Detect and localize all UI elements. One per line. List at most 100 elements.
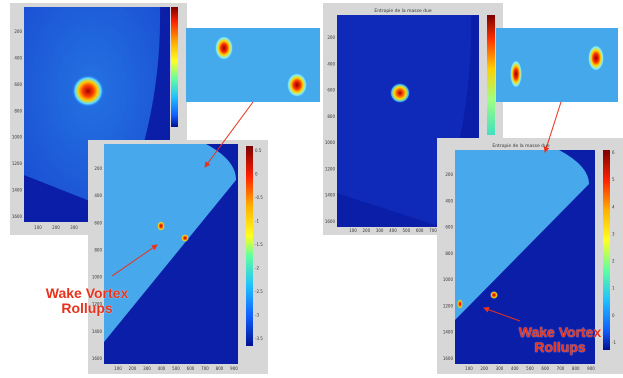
colorbar-tick-label: -1.5 [255, 242, 263, 247]
y-tick-label: 200 [445, 172, 453, 177]
y-tick-label: 800 [445, 251, 453, 256]
y-tick-label: 1000 [12, 135, 23, 140]
y-tick-label: 800 [94, 247, 102, 252]
colorbar-tick-label: 0 [612, 313, 615, 318]
x-tick-label: 800 [216, 366, 224, 371]
arrow-inset-right [543, 101, 562, 153]
x-tick-label: 300 [70, 225, 78, 230]
fig4-title: Entropie de la masse due [492, 143, 550, 149]
colorbar-tick-label: -3 [255, 313, 259, 318]
x-tick-label: 500 [403, 228, 411, 233]
y-tick-label: 400 [14, 55, 22, 60]
label-left-line2: Rollups [61, 300, 113, 316]
x-tick-label: 500 [172, 366, 180, 371]
y-tick-label: 600 [327, 88, 335, 93]
colorbar-tick-label: -3.5 [255, 336, 263, 341]
wake-vortex-label-left: Wake Vortex Rollups [32, 286, 142, 316]
x-tick-label: 600 [541, 366, 549, 371]
x-tick-label: 200 [52, 225, 60, 230]
colorbar-tick-label: -1 [612, 340, 616, 345]
x-tick-label: 700 [557, 366, 565, 371]
zoom-inset-top-right-canvas [496, 28, 618, 102]
radar-plot-bottom-left: 200 400 600 800 1000 1200 1400 1600 100 200 300 40… [88, 140, 268, 374]
x-tick-label: 900 [587, 366, 595, 371]
arrow-label-left [111, 244, 158, 277]
y-tick-label: 1600 [12, 214, 23, 219]
y-tick-label: 400 [327, 61, 335, 66]
y-tick-label: 1000 [92, 275, 103, 280]
x-tick-label: 300 [496, 366, 504, 371]
colorbar-tick-label: -1 [255, 219, 259, 224]
y-tick-label: 1200 [325, 166, 336, 171]
zoom-inset-top-left [186, 28, 320, 102]
zoom-inset-top-left-canvas [186, 28, 320, 102]
x-tick-label: 100 [34, 225, 42, 230]
y-tick-label: 1600 [325, 219, 336, 224]
y-tick-label: 1400 [92, 329, 103, 334]
y-tick-label: 400 [94, 193, 102, 198]
arrow-label-right [483, 306, 521, 322]
radar-plot-bottom-left-canvas: 200 400 600 800 1000 1200 1400 1600 100 200 300 40… [88, 140, 268, 374]
wake-vortex-label-right: Wake Vortex Rollups [505, 325, 615, 355]
y-tick-label: 1200 [12, 161, 23, 166]
y-tick-label: 800 [14, 108, 22, 113]
y-tick-label: 800 [327, 114, 335, 119]
x-tick-label: 600 [187, 366, 195, 371]
colorbar-tick-label: -2 [255, 266, 259, 271]
x-tick-label: 400 [389, 228, 397, 233]
label-right-line1: Wake Vortex [518, 324, 602, 340]
y-tick-label: 1400 [12, 188, 23, 193]
x-tick-label: 300 [143, 366, 151, 371]
y-tick-label: 600 [94, 220, 102, 225]
x-tick-label: 300 [376, 228, 384, 233]
y-tick-label: 1600 [92, 356, 103, 361]
x-tick-label: 700 [429, 228, 437, 233]
y-tick-label: 600 [445, 225, 453, 230]
zoom-inset-top-right [496, 28, 618, 102]
y-tick-label: 1000 [325, 140, 336, 145]
y-tick-label: 400 [445, 198, 453, 203]
y-tick-label: 600 [14, 82, 22, 87]
y-tick-label: 1600 [443, 356, 454, 361]
x-tick-label: 800 [572, 366, 580, 371]
x-tick-label: 400 [511, 366, 519, 371]
x-tick-label: 200 [129, 366, 137, 371]
x-tick-label: 600 [416, 228, 424, 233]
x-tick-label: 500 [526, 366, 534, 371]
y-tick-label: 1200 [92, 302, 103, 307]
radar-plot-top-left: 200 400 600 800 1000 1200 1400 1600 100 200 300 40… [10, 3, 187, 235]
y-tick-label: 1400 [325, 193, 336, 198]
radar-plot-top-left-canvas: 200 400 600 800 1000 1200 1400 1600 100 200 300 40… [10, 3, 187, 235]
colorbar-tick-label: -2.5 [255, 289, 263, 294]
x-tick-label: 200 [363, 228, 371, 233]
x-tick-label: 200 [480, 366, 488, 371]
arrow-inset-left [204, 101, 254, 168]
colorbar-tick-label: 4 [612, 204, 615, 209]
radar-plot-bottom-right-canvas: Entropie de la masse due 200 400 600 800 100… [437, 138, 623, 374]
colorbar-tick-label: 2 [612, 259, 615, 264]
x-tick-label: 100 [349, 228, 357, 233]
radar-plot-bottom-right: Entropie de la masse due 200 400 600 800 100… [437, 138, 623, 374]
colorbar-tick-label: 3 [612, 231, 615, 236]
colorbar-tick-label: 6 [612, 150, 615, 155]
x-tick-label: 900 [230, 366, 238, 371]
x-tick-label: 100 [465, 366, 473, 371]
colorbar-tick-label: -0.5 [255, 195, 263, 200]
colorbar-tick-label: 5 [612, 177, 615, 182]
x-tick-label: 400 [158, 366, 166, 371]
y-tick-label: 1200 [443, 303, 454, 308]
fig3-title: Entropie de la masse due [374, 8, 432, 14]
y-tick-label: 1400 [443, 330, 454, 335]
label-left-line1: Wake Vortex [45, 285, 129, 301]
x-tick-label: 100 [114, 366, 122, 371]
y-tick-label: 200 [327, 35, 335, 40]
y-tick-label: 200 [14, 29, 22, 34]
x-tick-label: 700 [201, 366, 209, 371]
colorbar-tick-label: 0.5 [255, 148, 262, 153]
colorbar-tick-label: 1 [612, 286, 615, 291]
y-tick-label: 1000 [443, 277, 454, 282]
colorbar-tick-label: 0 [255, 172, 258, 177]
label-right-line2: Rollups [534, 339, 586, 355]
y-tick-label: 200 [94, 166, 102, 171]
